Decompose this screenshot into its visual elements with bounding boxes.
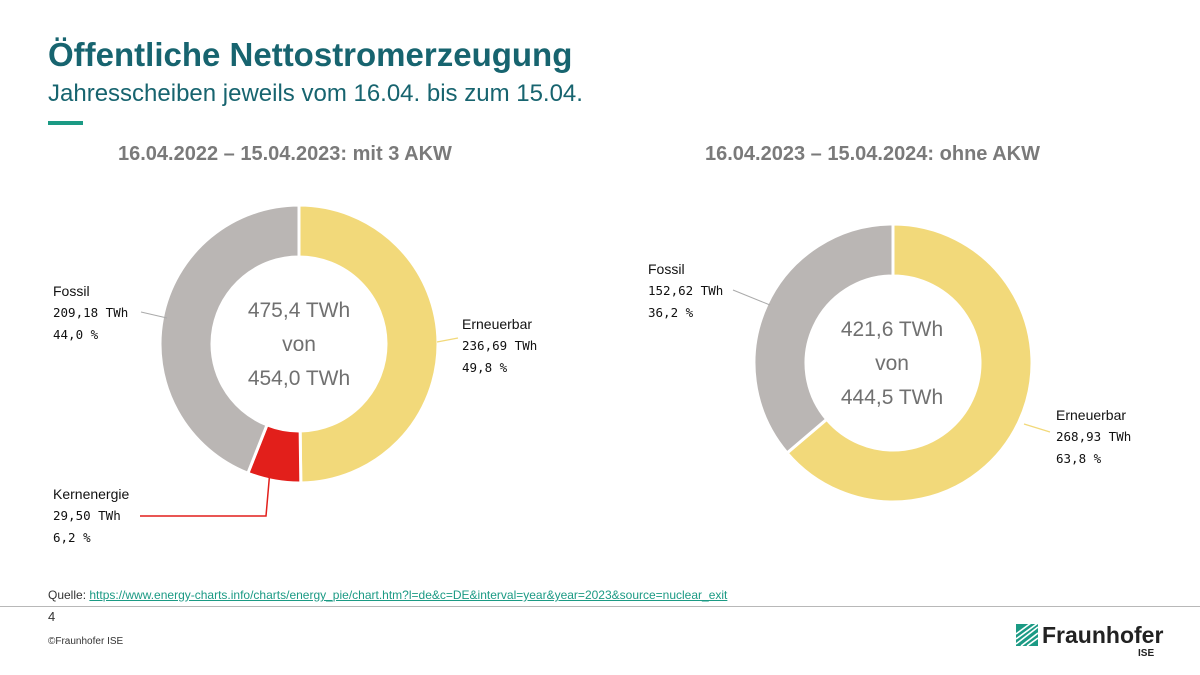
label-name: Erneuerbar xyxy=(1056,407,1127,423)
label-fossil-2023: Fossil 152,62 TWh 36,2 % xyxy=(648,258,723,324)
label-percent: 63,8 % xyxy=(1056,451,1102,466)
center-total: 421,6 TWh xyxy=(840,318,944,341)
label-value: 152,62 TWh xyxy=(648,283,724,298)
leader-line-fossil-2023 xyxy=(732,289,771,306)
label-name: Fossil xyxy=(53,283,90,299)
source-prefix: Quelle: xyxy=(48,588,90,602)
logo-text: Fraunhofer xyxy=(1042,622,1164,648)
label-percent: 36,2 % xyxy=(648,305,694,320)
title-accent-bar xyxy=(48,121,83,125)
logo-subtext: ISE xyxy=(1138,648,1155,659)
leader-line-kernenergie-2022 xyxy=(140,469,271,517)
center-total: 475,4 TWh xyxy=(247,299,351,322)
footer-divider xyxy=(0,606,1200,607)
label-percent: 49,8 % xyxy=(462,360,508,375)
leader-line-erneuerbar-2022 xyxy=(436,337,459,343)
page-subtitle: Jahresscheiben jeweils vom 16.04. bis zu… xyxy=(48,80,583,107)
copyright: ©Fraunhofer ISE xyxy=(48,636,124,647)
center-reference: 444,5 TWh xyxy=(840,386,944,409)
center-von: von xyxy=(875,352,909,375)
label-value: 29,50 TWh xyxy=(53,508,121,523)
center-von: von xyxy=(282,333,316,356)
chart-title-2022: 16.04.2022 – 15.04.2023: mit 3 AKW xyxy=(118,143,452,165)
label-erneuerbar-2022: Erneuerbar 236,69 TWh 49,8 % xyxy=(462,313,537,379)
center-text-2023: 421,6 TWh von 444,5 TWh xyxy=(812,313,972,415)
chart-title-2023: 16.04.2023 – 15.04.2024: ohne AKW xyxy=(705,143,1040,165)
label-percent: 44,0 % xyxy=(53,327,99,342)
label-fossil-2022: Fossil 209,18 TWh 44,0 % xyxy=(53,280,128,346)
label-erneuerbar-2023: Erneuerbar 268,93 TWh 63,8 % xyxy=(1056,404,1131,470)
label-name: Kernenergie xyxy=(53,486,130,502)
leader-line-erneuerbar-2023 xyxy=(1023,423,1051,433)
donut-slice-erneuerbar xyxy=(784,222,1034,504)
donut-chart-2022 xyxy=(158,203,440,485)
fraunhofer-logo: Fraunhofer ISE xyxy=(1016,622,1166,668)
leader-line-fossil-2022 xyxy=(140,311,168,319)
label-name: Erneuerbar xyxy=(462,316,533,332)
page-title: Öffentliche Nettostromerzeugung xyxy=(48,36,573,73)
label-percent: 6,2 % xyxy=(53,530,91,545)
leader-lines xyxy=(140,289,1051,517)
donut-slice-erneuerbar xyxy=(297,203,440,485)
source-link[interactable]: https://www.energy-charts.info/charts/en… xyxy=(89,588,728,602)
center-reference: 454,0 TWh xyxy=(247,367,351,390)
label-value: 268,93 TWh xyxy=(1056,429,1132,444)
source-line: Quelle: https://www.energy-charts.info/c… xyxy=(48,588,727,602)
donut-slice-fossil xyxy=(752,222,895,456)
label-value: 209,18 TWh xyxy=(53,305,129,320)
donut-chart-2023 xyxy=(752,222,1034,504)
label-name: Fossil xyxy=(648,261,685,277)
label-value: 236,69 TWh xyxy=(462,338,538,353)
fraunhofer-logo-icon xyxy=(1016,624,1038,646)
label-kernenergie-2022: Kernenergie 29,50 TWh 6,2 % xyxy=(53,483,129,549)
center-text-2022: 475,4 TWh von 454,0 TWh xyxy=(219,294,379,396)
donut-slice-fossil xyxy=(158,203,301,476)
page-number: 4 xyxy=(48,609,56,624)
